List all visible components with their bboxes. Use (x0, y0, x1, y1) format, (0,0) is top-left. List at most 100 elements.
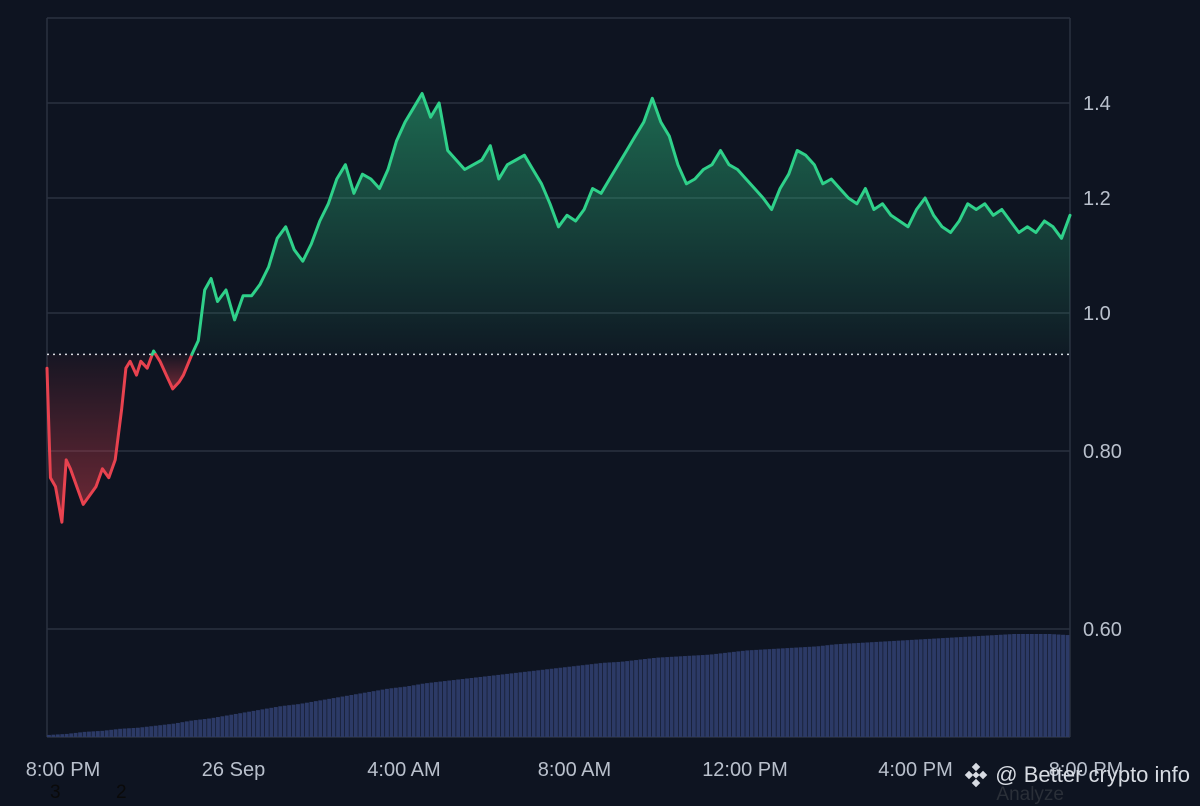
volume-bar (1003, 634, 1008, 737)
volume-bar (869, 642, 874, 737)
volume-bar (981, 635, 985, 737)
volume-bar (598, 663, 603, 737)
x-axis: 8:00 PM 26 Sep 4:00 AM 8:00 AM 12:00 PM 4:00 … (26, 759, 1123, 781)
volume-bar (429, 682, 434, 737)
volume-bar (620, 661, 625, 737)
x-tick-label: 12:00 PM (702, 759, 788, 781)
volume-bar (651, 657, 656, 737)
volume-bar (473, 677, 478, 737)
volume-bar (73, 732, 78, 737)
volume-bar (736, 651, 741, 737)
volume-bar (193, 720, 198, 737)
volume-bar (118, 728, 123, 737)
volume-bar (1052, 634, 1057, 737)
x-tick-label: 8:00 PM (26, 759, 100, 781)
volume-bar (656, 657, 661, 737)
volume-bar (723, 652, 727, 737)
volume-bar (389, 688, 394, 737)
volume-bar (127, 728, 131, 737)
volume-bar (269, 707, 274, 737)
analyze-label: Analyze (996, 784, 1064, 805)
volume-bar (700, 655, 705, 737)
price-line (45, 92, 1072, 524)
volume-bar (794, 647, 799, 737)
volume-bar (47, 734, 51, 737)
y-tick-label: 1.2 (1083, 188, 1111, 210)
volume-bar (425, 683, 429, 737)
volume-bar (362, 692, 367, 737)
volume-bar (754, 649, 759, 737)
volume-bar (776, 648, 781, 737)
volume-bar (514, 672, 518, 737)
volume-bar (500, 674, 505, 737)
volume-bar (522, 671, 527, 737)
volume-bar (1029, 634, 1034, 737)
volume-bar (780, 648, 785, 737)
volume-bar (505, 673, 509, 737)
volume-bar (509, 673, 514, 737)
volume-bar (211, 717, 216, 737)
volume-bar (420, 683, 425, 737)
volume-bar (967, 636, 972, 737)
volume-bar (322, 699, 327, 737)
volume-bar (812, 646, 816, 737)
volume-bar (82, 731, 87, 737)
volume-bar (51, 734, 56, 737)
volume-bar (745, 650, 750, 737)
volume-bar (932, 638, 936, 737)
volume-bar (562, 667, 567, 737)
stray-label-2: 2 (116, 782, 127, 803)
volume-bar (643, 659, 647, 737)
x-tick-label: 4:00 AM (367, 759, 440, 781)
watermark: @ Better crypto info (963, 762, 1190, 788)
volume-bar (104, 730, 109, 737)
volume-bar (909, 639, 914, 737)
volume-bar (184, 721, 189, 737)
volume-bar (860, 642, 865, 737)
volume-bar (945, 637, 950, 737)
volume-bar (407, 686, 412, 737)
volume-bar (852, 643, 856, 737)
volume-bar (638, 659, 643, 737)
volume-bar (767, 649, 772, 737)
volume-bar (540, 669, 545, 737)
volume-bar (451, 680, 456, 737)
volume-bar (594, 663, 598, 737)
volume-bar (1025, 634, 1030, 737)
area-below-baseline (47, 354, 153, 523)
volume-bar (300, 703, 305, 737)
volume-bar (665, 657, 670, 737)
volume-bar (914, 639, 919, 737)
volume-bar (175, 722, 180, 737)
volume-bar (998, 634, 1003, 737)
volume-bar (287, 705, 292, 737)
volume-bar (313, 701, 318, 737)
volume-bar (954, 637, 959, 737)
volume-bar (1021, 634, 1025, 737)
volume-bar (625, 661, 630, 737)
volume-bar (865, 642, 870, 737)
volume-bar (171, 723, 176, 737)
volume-bar (660, 657, 665, 737)
volume-bar (207, 718, 211, 737)
volume-bar (256, 710, 260, 737)
volume-bar (216, 717, 220, 737)
volume-bar (941, 638, 945, 737)
volume-bar (554, 668, 558, 737)
volume-bar (883, 641, 888, 737)
volume-bar (843, 643, 848, 737)
volume-bar (238, 713, 243, 737)
volume-bar (304, 702, 309, 737)
volume-bar (78, 732, 82, 737)
volume-bar (353, 694, 358, 737)
volume-bar (282, 705, 287, 737)
volume-bar (242, 712, 247, 737)
volume-bar (807, 646, 812, 737)
volume-bar (149, 726, 154, 737)
volume-bar (896, 640, 901, 737)
volume-bar (416, 684, 421, 737)
volume-bar (64, 733, 69, 737)
volume-bar (549, 668, 554, 737)
volume-bar (820, 645, 825, 737)
